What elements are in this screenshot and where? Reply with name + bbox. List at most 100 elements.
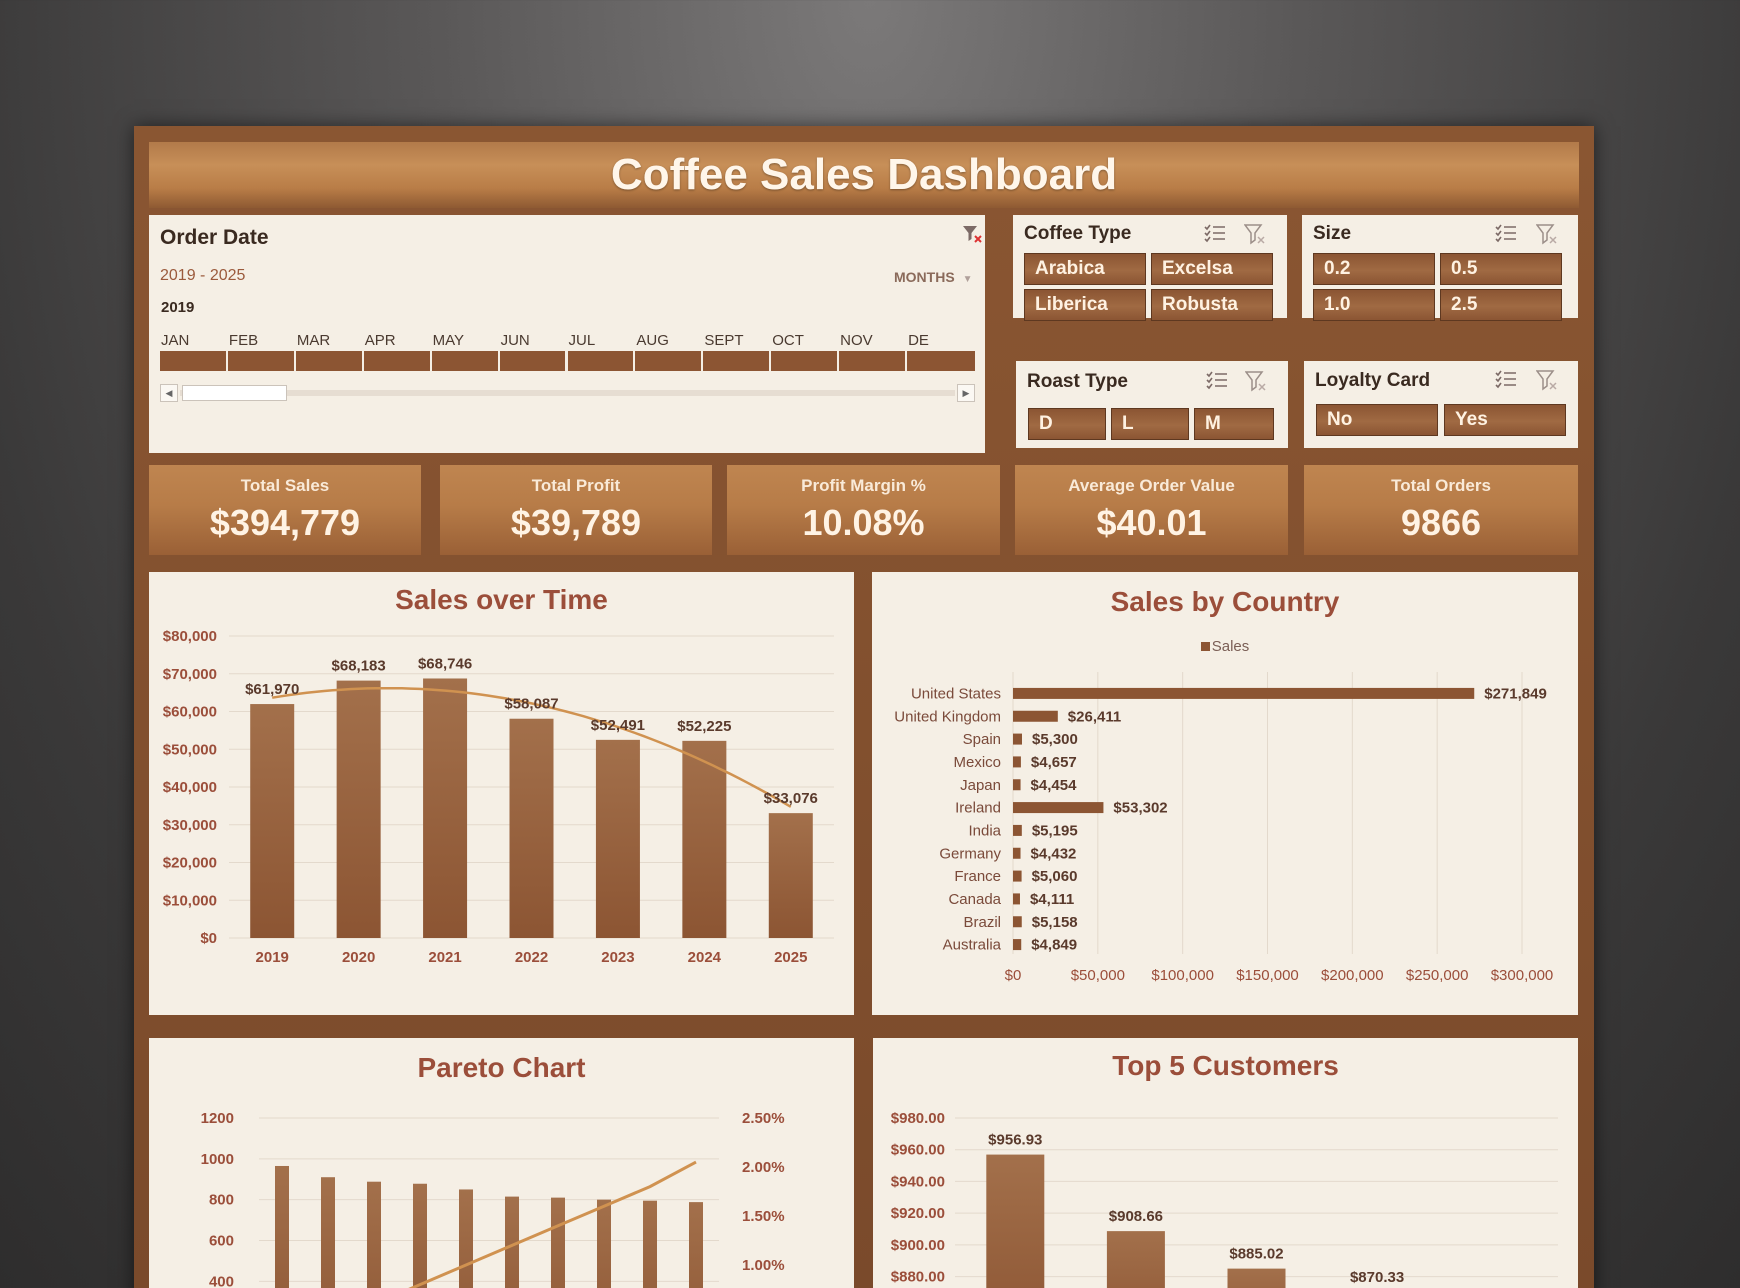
y-tick-label: India [968, 822, 1001, 839]
y2-tick-label: 2.00% [742, 1159, 785, 1176]
data-label: $68,746 [418, 655, 472, 672]
timeline-month-cell[interactable] [499, 351, 566, 371]
bar [689, 1202, 703, 1288]
y-tick-label: $70,000 [163, 666, 217, 683]
slicer-option-0-2[interactable]: 0.2 [1313, 253, 1435, 285]
roast-type-slicer[interactable]: Roast Type D L M [1016, 361, 1288, 448]
y-tick-label: $900.00 [891, 1237, 945, 1254]
date-range-label: 2019 - 2025 [160, 267, 246, 284]
multi-select-icon[interactable] [1495, 369, 1517, 395]
sales-over-time-chart[interactable]: Sales over Time $0 $10,000 $20,000 $30,000 $… [149, 572, 854, 1015]
timeline-year: 2019 [161, 299, 195, 316]
timeline-month-cell[interactable] [839, 351, 906, 371]
bar [1013, 870, 1022, 882]
bar [1013, 824, 1022, 836]
y-tick-label: 800 [209, 1192, 234, 1209]
clear-filter-icon[interactable] [1243, 223, 1266, 251]
data-label: $58,087 [504, 696, 558, 713]
pareto-chart[interactable]: Pareto Chart 200400600800100012000.50%1.… [149, 1038, 854, 1288]
scroll-right-button[interactable]: ▶ [957, 384, 975, 402]
sales-by-country-chart[interactable]: Sales by Country Sales $0 $50,000 $100,000… [872, 572, 1578, 1015]
y-tick-label: France [954, 868, 1001, 885]
slicer-option-no[interactable]: No [1316, 404, 1438, 436]
bar [768, 813, 813, 938]
x-tick-label: $150,000 [1236, 967, 1299, 984]
top-5-customers-plot: $860.00$880.00$900.00$920.00$940.00$960.… [891, 1110, 1558, 1288]
timeline-month-cell[interactable] [907, 351, 975, 371]
slicer-option-d[interactable]: D [1028, 408, 1106, 440]
multi-select-icon[interactable] [1204, 223, 1226, 249]
sales-by-country-plot: $0 $50,000 $100,000 $150,000 $200,000 $250,00… [894, 672, 1553, 984]
bar [1013, 802, 1104, 814]
data-label: $4,432 [1031, 845, 1077, 862]
timeline-scrollbar[interactable]: ◀ ▶ [160, 384, 975, 402]
slicer-option-yes[interactable]: Yes [1444, 404, 1566, 436]
y-tick-label: $60,000 [163, 704, 217, 721]
order-date-timeline[interactable]: Order Date 2019 - 2025 MONTHS ▼ 2019 JAN… [149, 215, 985, 453]
bar [321, 1177, 335, 1288]
bar [505, 1196, 519, 1288]
kpi-card-profit-margin: Profit Margin % 10.08% [727, 465, 1000, 555]
x-tick-label: 2022 [515, 949, 548, 966]
y-tick-label: 400 [209, 1273, 234, 1288]
clear-filter-icon[interactable] [961, 223, 983, 251]
timeline-month-cell[interactable] [363, 351, 430, 371]
slicer-option-l[interactable]: L [1111, 408, 1189, 440]
multi-select-icon[interactable] [1495, 223, 1517, 249]
timeline-month-cell[interactable] [635, 351, 702, 371]
kpi-card-total-orders: Total Orders 9866 [1304, 465, 1578, 555]
time-level-dropdown[interactable]: MONTHS ▼ [894, 269, 972, 285]
data-label: $61,970 [245, 681, 299, 698]
bar [1106, 1231, 1165, 1288]
dashboard-title: Coffee Sales Dashboard [149, 142, 1579, 208]
timeline-month-cell[interactable] [227, 351, 294, 371]
slicer-option-robusta[interactable]: Robusta [1151, 289, 1273, 321]
slicer-option-1-0[interactable]: 1.0 [1313, 289, 1435, 321]
cumulative-line [408, 1160, 697, 1288]
month-label: NOV [840, 332, 873, 349]
slicer-option-arabica[interactable]: Arabica [1024, 253, 1146, 285]
bar [682, 740, 727, 938]
x-tick-label: 2023 [601, 949, 634, 966]
y-tick-label: Brazil [963, 914, 1001, 931]
y2-tick-label: 1.00% [742, 1257, 785, 1274]
chart-title: Pareto Chart [417, 1052, 586, 1083]
data-label: $4,657 [1031, 754, 1077, 771]
clear-filter-icon[interactable] [1244, 370, 1267, 398]
chevron-down-icon: ▼ [962, 274, 973, 285]
data-label: $52,225 [677, 718, 731, 735]
slicer-option-m[interactable]: M [1194, 408, 1274, 440]
chart-title: Sales by Country [1110, 586, 1340, 617]
top-5-customers-chart[interactable]: Top 5 Customers $860.00$880.00$900.00$92… [873, 1038, 1578, 1288]
slicer-option-0-5[interactable]: 0.5 [1440, 253, 1562, 285]
y-tick-label: 1000 [201, 1151, 234, 1168]
slicer-option-liberica[interactable]: Liberica [1024, 289, 1146, 321]
coffee-type-slicer[interactable]: Coffee Type Arabica Excelsa Liberica Rob… [1013, 215, 1287, 321]
data-label: $4,111 [1030, 891, 1074, 908]
loyalty-card-slicer[interactable]: Loyalty Card No Yes [1304, 361, 1578, 448]
chart-title: Top 5 Customers [1112, 1050, 1339, 1081]
timeline-month-cell[interactable] [431, 351, 498, 371]
slicer-option-2-5[interactable]: 2.5 [1440, 289, 1562, 321]
multi-select-icon[interactable] [1206, 370, 1228, 396]
bar [1013, 687, 1475, 699]
timeline-month-cell[interactable] [771, 351, 838, 371]
bar [1013, 939, 1022, 951]
clear-filter-icon[interactable] [1535, 223, 1558, 251]
timeline-month-cell[interactable] [703, 351, 770, 371]
data-label: $33,076 [764, 790, 818, 807]
kpi-value: 10.08% [802, 502, 925, 543]
size-slicer[interactable]: Size 0.2 0.5 1.0 2.5 [1302, 215, 1578, 321]
bar [1013, 847, 1021, 859]
timeline-month-cell[interactable] [567, 351, 634, 371]
scroll-thumb[interactable] [182, 385, 287, 401]
scroll-track[interactable] [180, 390, 955, 396]
slicer-option-excelsa[interactable]: Excelsa [1151, 253, 1273, 285]
clear-filter-icon[interactable] [1535, 369, 1558, 397]
scroll-left-button[interactable]: ◀ [160, 384, 178, 402]
timeline-month-cell[interactable] [160, 351, 226, 371]
x-tick-label: 2021 [428, 949, 461, 966]
month-label: AUG [636, 332, 669, 349]
y-tick-label: $0 [200, 930, 217, 947]
timeline-month-cell[interactable] [295, 351, 362, 371]
